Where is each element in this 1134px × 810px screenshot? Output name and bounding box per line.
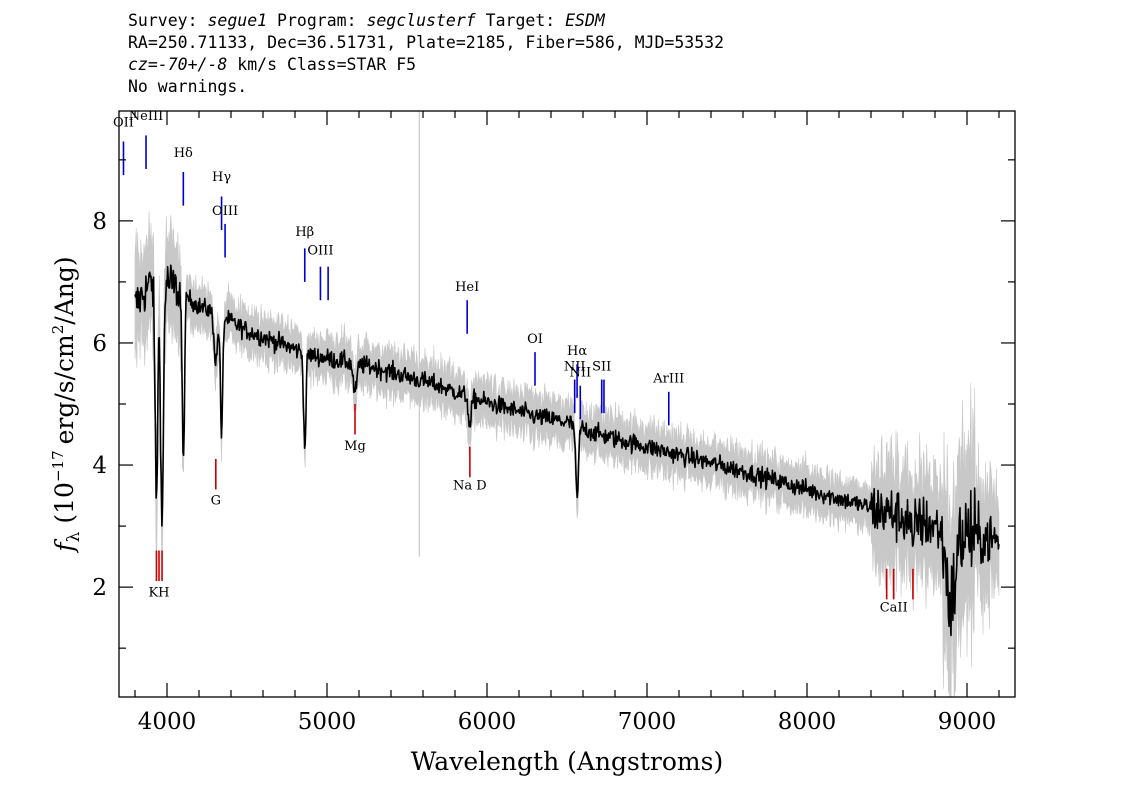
y-axis-label-pre: (10 xyxy=(50,482,79,524)
class-text: km/s Class=STAR F5 xyxy=(227,55,417,74)
x-tick-label: 5000 xyxy=(298,709,357,735)
line-marker-label: Hβ xyxy=(295,225,314,240)
line-marker-label: Na D xyxy=(453,478,487,493)
line-marker-label: ArIII xyxy=(652,372,684,387)
program-label: Program: xyxy=(267,11,367,30)
redshift-value: cz=-70+/-8 xyxy=(128,55,228,74)
y-tick-label: 8 xyxy=(92,209,107,235)
line-marker-label: Hγ xyxy=(212,170,231,185)
line-marker-label: HeI xyxy=(455,280,479,295)
y-tick-label: 6 xyxy=(92,331,107,357)
target-label: Target: xyxy=(475,11,566,30)
line-marker-label: Hδ xyxy=(174,146,193,161)
line-marker-label: NII xyxy=(564,359,586,374)
x-tick-label: 9000 xyxy=(938,709,997,735)
line-marker-label: Mg xyxy=(344,439,366,454)
x-tick-label: 7000 xyxy=(618,709,677,735)
line-marker-label: OII xyxy=(113,115,134,130)
target-value: ESDM xyxy=(565,11,605,30)
line-marker-label: OIII xyxy=(212,204,238,219)
line-marker-label: NeIII xyxy=(129,109,163,124)
flux-line xyxy=(134,264,1000,637)
line-marker-label: Hα xyxy=(567,344,587,359)
y-axis-label-exp2: 2 xyxy=(49,325,67,335)
y-axis-label-post: /Ang) xyxy=(50,256,79,324)
line-marker-label: NII xyxy=(569,366,591,381)
header-line-4: No warnings. xyxy=(128,77,248,96)
header-line-1: Survey: segue1 Program: segclusterf Targ… xyxy=(128,10,1028,32)
spectrum-header: Survey: segue1 Program: segclusterf Targ… xyxy=(128,10,1028,98)
line-marker-label: OIII xyxy=(307,243,333,258)
error-band xyxy=(134,211,1000,697)
line-marker-label: G xyxy=(211,494,221,509)
y-axis-label: fλ (10−17 erg/s/cm2/Ang) xyxy=(49,256,84,553)
axis-ticks: 4000 5000 6000 7000 8000 9000 2 4 6 8 xyxy=(92,111,1015,735)
series-group xyxy=(134,111,1000,697)
survey-value: segue1 xyxy=(207,11,268,30)
header-line-3: cz=-70+/-8 km/s Class=STAR F5 xyxy=(128,54,1028,76)
line-marker-label: CaII xyxy=(880,601,908,616)
program-value: segclusterf xyxy=(366,11,476,30)
line-marker-label: SII xyxy=(592,359,611,374)
x-tick-label: 6000 xyxy=(458,709,517,735)
header-line-2: RA=250.71133, Dec=36.51731, Plate=2185, … xyxy=(128,33,725,52)
x-tick-label: 4000 xyxy=(138,709,197,735)
x-axis-label: Wavelength (Angstroms) xyxy=(411,747,723,776)
y-axis-label-exp1: −17 xyxy=(49,450,67,482)
survey-label: Survey: xyxy=(128,11,208,30)
line-marker-label: OI xyxy=(527,332,543,347)
y-tick-label: 4 xyxy=(92,453,107,479)
x-tick-label: 8000 xyxy=(778,709,837,735)
y-axis-label-sub: λ xyxy=(64,531,84,542)
y-axis-label-f: f xyxy=(50,539,79,554)
y-axis-label-mid: erg/s/cm xyxy=(50,334,79,444)
y-tick-label: 2 xyxy=(92,575,107,601)
line-marker-label: KH xyxy=(148,585,169,600)
